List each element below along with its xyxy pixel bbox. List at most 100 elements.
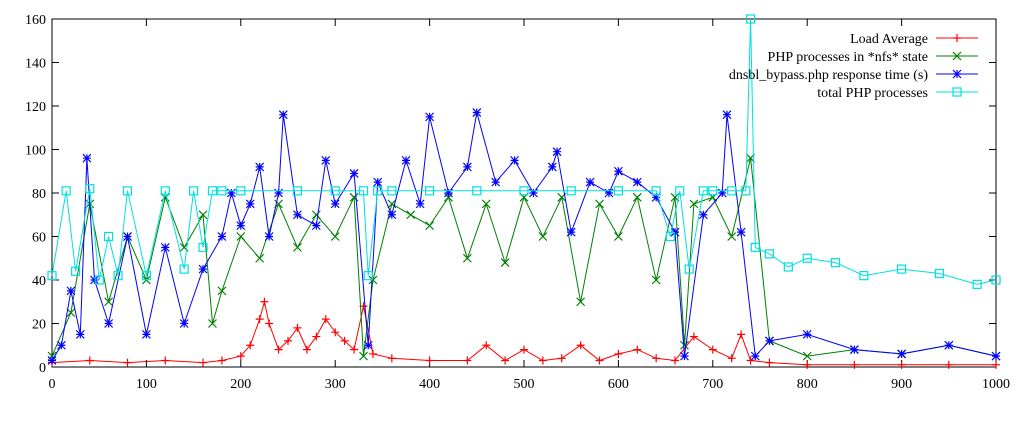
legend-label: Load Average [850,32,928,47]
data-point [245,199,255,209]
data-point [425,186,435,196]
data-point [991,351,1001,361]
data-point [123,358,132,367]
data-point [651,275,661,285]
data-point [698,186,708,196]
data-point [284,336,292,345]
data-point [406,210,416,220]
series-line [51,301,996,366]
data-point [373,186,383,196]
data-point [82,153,92,163]
data-point [585,177,595,187]
y-tick-label: 40 [32,274,46,289]
series-1 [47,153,1001,361]
data-point [321,315,330,324]
x-tick-label: 100 [136,377,157,392]
data-point [274,188,283,198]
data-point [613,232,623,241]
series-line [51,18,997,285]
data-point [236,352,245,361]
x-axis-tick-labels: 0 100 200 300 400 500 600 700 800 900 1000 [49,377,1011,392]
data-point [349,169,359,178]
data-point [57,340,66,350]
data-point [632,177,642,187]
series-line [51,158,997,357]
series-line [51,112,997,361]
data-point [991,275,1001,285]
legend-label: total PHP processes [817,86,928,101]
data-point [689,199,699,209]
series-3 [47,14,1001,289]
data-point [557,354,566,363]
data-point [141,329,151,339]
data-point [953,34,961,42]
x-tick-label: 600 [608,377,629,392]
data-point [104,319,114,328]
data-point [500,258,510,268]
y-tick-label: 60 [32,231,46,246]
data-point [727,354,736,363]
data-point [302,345,311,354]
data-point [425,356,434,365]
data-point [264,232,274,241]
data-point [802,329,812,339]
data-point [462,253,472,263]
data-point [104,297,114,307]
data-point [293,323,302,332]
data-point [61,186,71,196]
data-point [736,227,746,237]
data-point [330,186,340,196]
data-point [576,297,586,307]
data-point [66,286,76,296]
data-point [689,332,698,341]
data-point [765,358,774,367]
data-point [538,232,548,241]
data-point [425,112,435,122]
data-point [255,253,265,263]
data-point [217,286,227,296]
data-point [520,345,528,354]
data-point [358,186,369,196]
x-tick-label: 0 [49,377,56,392]
data-point [363,340,373,350]
data-point [444,192,453,202]
legend-marker [953,34,961,42]
x-tick-label: 1000 [982,377,1010,392]
data-point [802,253,812,263]
data-point [387,210,397,220]
data-point [425,221,435,231]
data-point [293,210,302,220]
data-point [226,188,236,198]
data-point [113,271,123,281]
data-point [311,221,321,231]
data-point [472,186,482,196]
data-point [255,162,265,172]
y-tick-label: 160 [25,13,46,28]
data-point [70,266,81,276]
data-point [265,319,274,328]
data-point [198,210,208,220]
data-point [992,360,1000,369]
legend-marker [952,51,962,61]
data-point [481,199,491,209]
data-point [566,186,576,196]
data-point [217,356,226,365]
series-layer [47,14,1001,369]
data-point [538,356,547,365]
data-point [680,340,689,350]
data-point [651,192,661,202]
data-point [750,351,760,361]
data-point [698,210,708,220]
data-point [633,345,642,354]
data-point [510,155,519,165]
data-point [189,186,199,196]
data-point [217,186,227,196]
data-point [680,351,689,361]
data-point [737,330,746,339]
data-point [47,271,57,281]
data-point [85,184,95,194]
data-point [501,356,510,365]
data-point [897,349,907,359]
